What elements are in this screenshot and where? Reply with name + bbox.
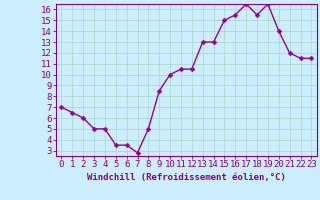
X-axis label: Windchill (Refroidissement éolien,°C): Windchill (Refroidissement éolien,°C) (87, 173, 286, 182)
